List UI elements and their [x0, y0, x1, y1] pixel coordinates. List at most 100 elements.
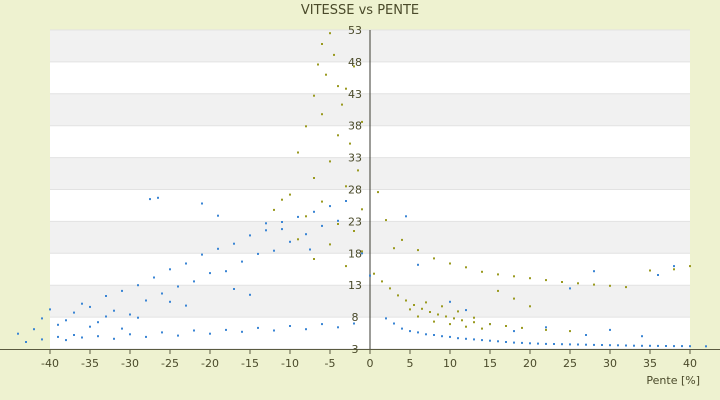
data-point: [129, 313, 131, 316]
data-point: [309, 248, 311, 251]
y-tick-label: 48: [348, 56, 362, 69]
data-point: [297, 151, 299, 154]
data-point: [625, 344, 627, 347]
data-point: [225, 328, 227, 331]
data-point: [545, 342, 547, 345]
data-point: [497, 273, 499, 276]
data-point: [249, 293, 251, 296]
x-tick-label: 0: [367, 357, 374, 370]
data-point: [241, 330, 243, 333]
data-point: [321, 200, 323, 203]
data-point: [497, 340, 499, 343]
data-point: [417, 263, 419, 266]
data-point: [529, 342, 531, 345]
data-point: [385, 219, 387, 222]
data-point: [333, 53, 335, 56]
data-point: [413, 304, 415, 306]
data-point: [617, 344, 619, 347]
data-point: [161, 331, 163, 334]
data-point: [473, 316, 475, 319]
data-point: [257, 252, 259, 255]
data-point: [41, 338, 43, 341]
data-point: [357, 169, 359, 172]
data-point: [73, 311, 75, 314]
data-point: [305, 125, 307, 128]
data-point: [81, 336, 83, 339]
data-point: [545, 328, 547, 331]
data-point: [281, 221, 283, 223]
data-point: [593, 270, 595, 273]
y-tick-label: 8: [352, 311, 359, 324]
data-point: [225, 270, 227, 273]
data-point: [81, 302, 83, 305]
x-tick-label: 15: [483, 357, 497, 370]
data-point: [345, 200, 347, 202]
data-point: [473, 338, 475, 341]
data-point: [281, 228, 283, 231]
data-point: [105, 315, 107, 318]
data-point: [89, 325, 91, 328]
data-point: [169, 300, 171, 303]
data-point: [585, 334, 587, 336]
data-point: [513, 341, 515, 344]
data-point: [689, 345, 691, 348]
x-tick-label: -40: [41, 357, 59, 370]
data-point: [217, 247, 219, 250]
data-point: [113, 337, 115, 340]
y-tick-label: 53: [348, 24, 362, 37]
data-point: [337, 326, 339, 329]
data-point: [329, 205, 331, 208]
data-point: [529, 277, 531, 280]
x-tick-label: -25: [161, 357, 179, 370]
data-point: [425, 301, 427, 304]
x-tick-label: -20: [201, 357, 219, 370]
data-point: [673, 268, 675, 271]
data-point: [265, 229, 267, 232]
data-point: [257, 326, 259, 329]
data-point: [585, 343, 587, 346]
data-point: [545, 326, 547, 329]
data-point: [321, 113, 323, 116]
data-point: [449, 300, 451, 303]
data-point: [405, 215, 407, 218]
data-point: [25, 341, 27, 343]
data-point: [289, 193, 291, 196]
data-point: [217, 214, 219, 217]
data-point: [349, 142, 351, 145]
data-point: [89, 305, 91, 308]
data-point: [145, 335, 147, 338]
x-tick-label: 10: [443, 357, 457, 370]
data-point: [145, 299, 147, 302]
data-point: [401, 327, 403, 330]
data-point: [657, 274, 659, 276]
data-point: [513, 297, 515, 300]
data-point: [121, 327, 123, 330]
x-axis-label: Pente [%]: [646, 374, 700, 387]
data-point: [329, 32, 331, 35]
data-point: [57, 335, 59, 338]
data-point: [297, 215, 299, 218]
data-point: [273, 329, 275, 332]
data-point: [201, 202, 203, 205]
data-point: [673, 265, 675, 268]
data-point: [625, 286, 627, 289]
data-point: [593, 343, 595, 346]
data-point: [177, 334, 179, 337]
data-point: [353, 230, 355, 232]
data-point: [313, 177, 315, 179]
data-point: [433, 320, 435, 323]
data-point: [193, 280, 195, 283]
data-point: [593, 283, 595, 286]
data-point: [325, 73, 327, 76]
data-point: [481, 339, 483, 342]
data-point: [281, 198, 283, 201]
data-point: [457, 310, 459, 313]
data-point: [377, 191, 379, 194]
data-point: [345, 87, 347, 90]
data-point: [545, 279, 547, 282]
data-point: [73, 334, 75, 336]
data-point: [177, 285, 179, 288]
data-point: [513, 330, 515, 333]
data-point: [353, 65, 355, 68]
